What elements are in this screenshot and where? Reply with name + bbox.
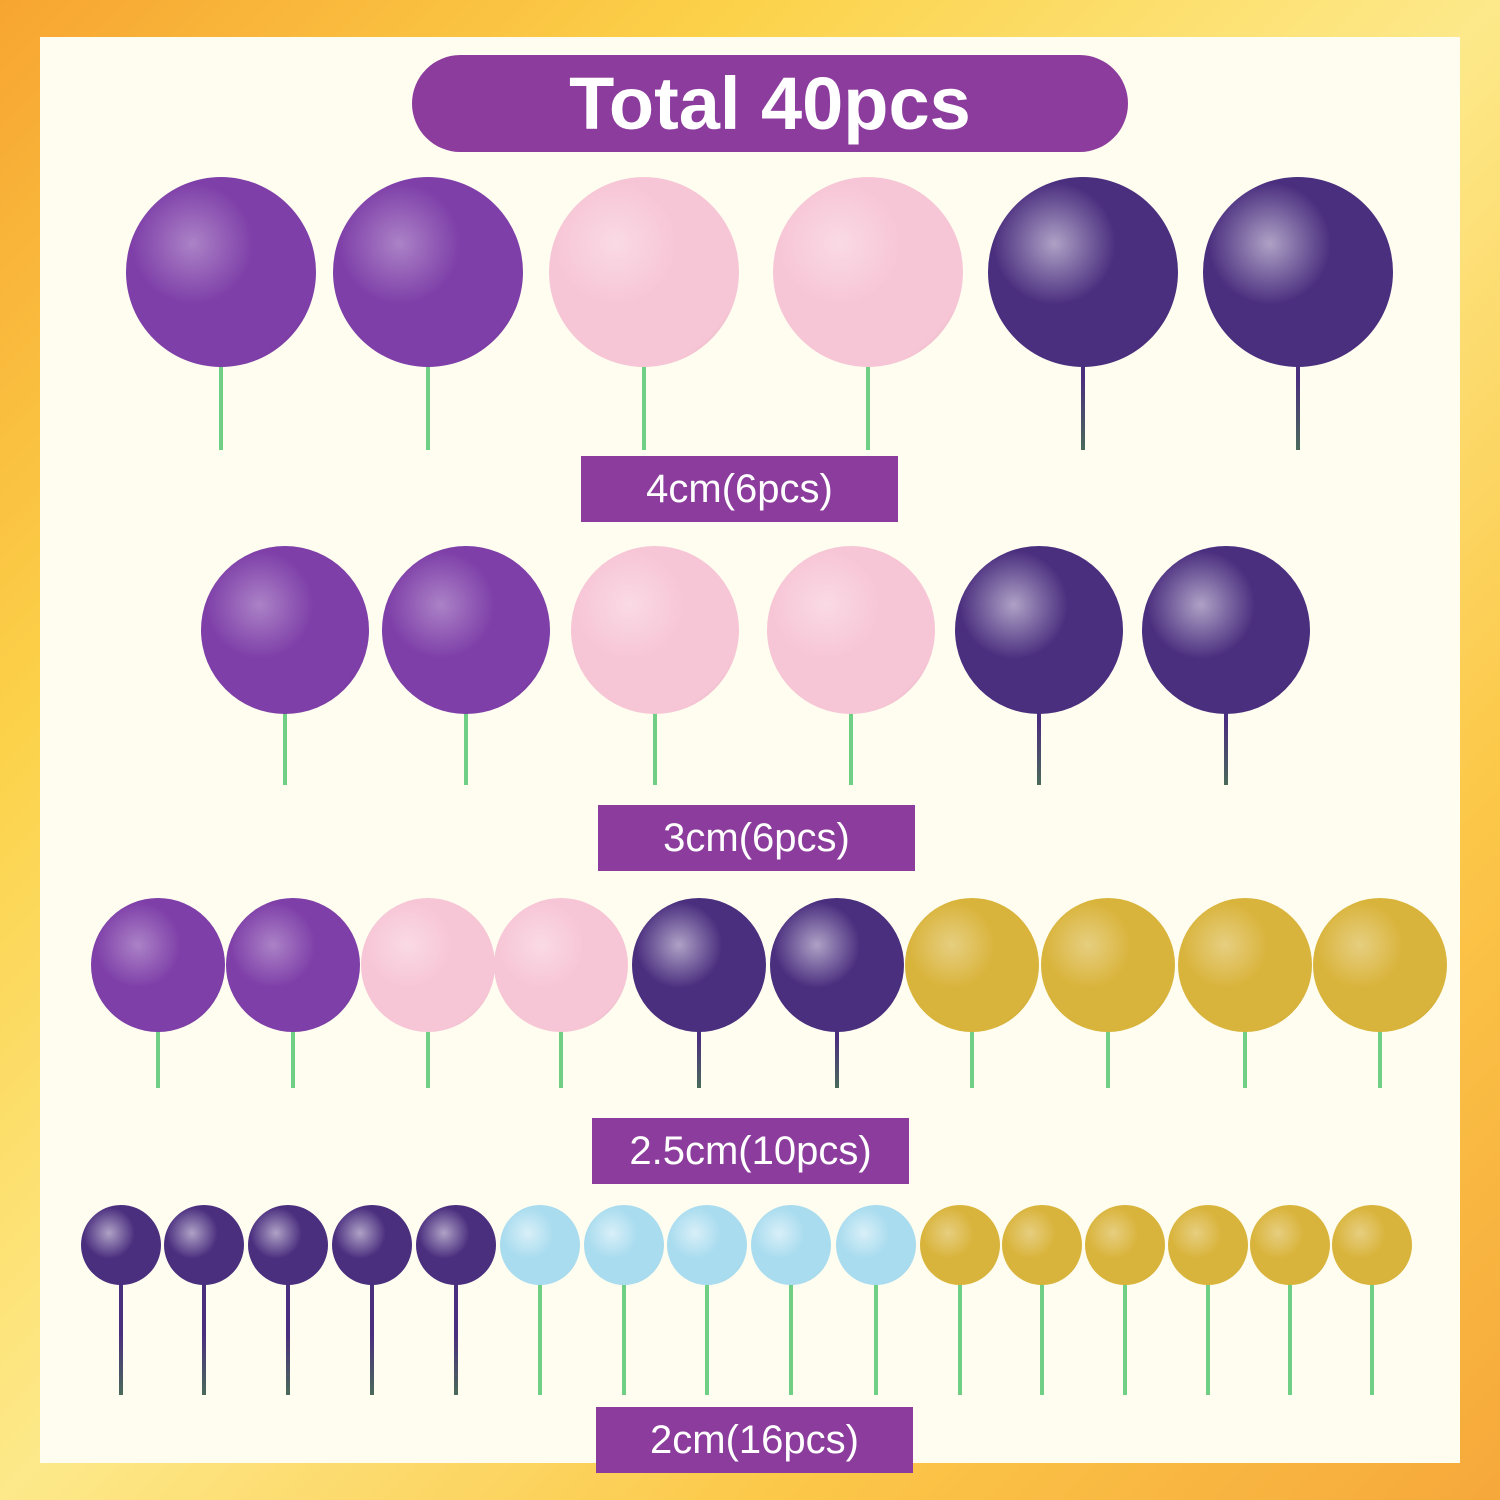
ball-glitter-purple	[91, 898, 225, 1032]
ball-stem	[1370, 1245, 1374, 1395]
ball-glitter-pink	[571, 546, 739, 714]
ball-stem	[1288, 1245, 1292, 1395]
ball-blue	[751, 1205, 831, 1285]
ball-stem	[538, 1245, 542, 1395]
ball-stem	[1206, 1245, 1210, 1395]
ball-stem	[705, 1245, 709, 1395]
ball-glitter-pink	[494, 898, 628, 1032]
ball-pearl-purple	[416, 1205, 496, 1285]
ball-pearl-purple	[248, 1205, 328, 1285]
ball-glitter-purple	[201, 546, 369, 714]
ball-gold	[1085, 1205, 1165, 1285]
ball-stem	[1123, 1245, 1127, 1395]
ball-stem	[1040, 1245, 1044, 1395]
ball-blue	[584, 1205, 664, 1285]
ball-blue	[500, 1205, 580, 1285]
ball-pearl-purple	[1203, 177, 1393, 367]
ball-stem	[370, 1245, 374, 1395]
ball-stem	[622, 1245, 626, 1395]
ball-pearl-purple	[632, 898, 766, 1032]
size-label-4cm: 4cm(6pcs)	[581, 456, 898, 522]
ball-pearl-purple	[988, 177, 1178, 367]
ball-gold	[1002, 1205, 1082, 1285]
size-label-3cm: 3cm(6pcs)	[598, 805, 915, 871]
ball-gold	[1168, 1205, 1248, 1285]
size-label-2-5cm: 2.5cm(10pcs)	[592, 1118, 909, 1184]
ball-pearl-purple	[81, 1205, 161, 1285]
ball-stem	[119, 1245, 123, 1395]
ball-gold	[1041, 898, 1175, 1032]
ball-blue	[836, 1205, 916, 1285]
ball-pearl-purple	[770, 898, 904, 1032]
ball-glitter-purple	[226, 898, 360, 1032]
ball-stem	[202, 1245, 206, 1395]
ball-stem	[454, 1245, 458, 1395]
ball-glitter-pink	[773, 177, 963, 367]
ball-pearl-purple	[164, 1205, 244, 1285]
ball-blue	[667, 1205, 747, 1285]
ball-glitter-purple	[333, 177, 523, 367]
ball-stem	[286, 1245, 290, 1395]
ball-pearl-purple	[955, 546, 1123, 714]
ball-glitter-pink	[767, 546, 935, 714]
ball-gold	[1313, 898, 1447, 1032]
ball-stem	[789, 1245, 793, 1395]
ball-gold	[920, 1205, 1000, 1285]
size-label-2cm: 2cm(16pcs)	[596, 1407, 913, 1473]
ball-gold	[1178, 898, 1312, 1032]
ball-glitter-pink	[549, 177, 739, 367]
ball-glitter-pink	[361, 898, 495, 1032]
ball-stem	[958, 1245, 962, 1395]
ball-glitter-purple	[382, 546, 550, 714]
ball-gold	[1250, 1205, 1330, 1285]
ball-pearl-purple	[332, 1205, 412, 1285]
ball-glitter-purple	[126, 177, 316, 367]
ball-stem	[874, 1245, 878, 1395]
ball-gold	[1332, 1205, 1412, 1285]
ball-gold	[905, 898, 1039, 1032]
ball-pearl-purple	[1142, 546, 1310, 714]
total-count-banner: Total 40pcs	[412, 55, 1128, 152]
